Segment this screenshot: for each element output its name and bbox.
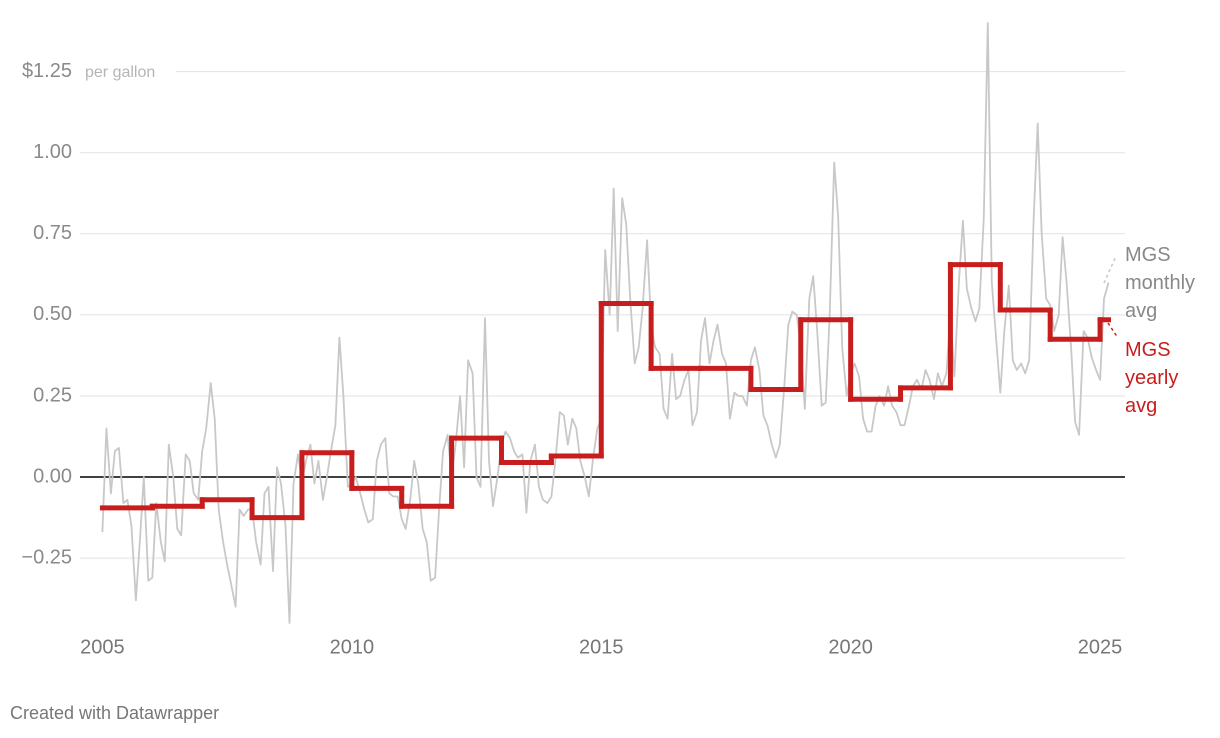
y-tick-label: 0.25 xyxy=(33,384,72,406)
legend-connector xyxy=(1103,255,1117,284)
x-tick-label: 2005 xyxy=(80,636,125,658)
legend-connector xyxy=(1107,322,1119,339)
annotation-bg xyxy=(78,59,176,84)
y-tick-label: $1.25 xyxy=(22,60,72,82)
y-tick-label: −0.25 xyxy=(21,546,72,568)
y-tick-label: 1.00 xyxy=(33,141,72,163)
y-tick-label: 0.75 xyxy=(33,222,72,244)
monthly-line xyxy=(101,22,1110,624)
unit-annotation: per gallon xyxy=(85,64,155,81)
legend-label: MGS yearly avg xyxy=(1125,339,1179,417)
x-tick-label: 2015 xyxy=(579,636,624,658)
x-tick-label: 2025 xyxy=(1078,636,1123,658)
legend-label: MGS monthly avg xyxy=(1125,244,1196,322)
y-tick-label: 0.00 xyxy=(33,465,72,487)
credit: Created with Datawrapper xyxy=(10,703,220,723)
x-tick-label: 2010 xyxy=(330,636,375,658)
x-tick-label: 2020 xyxy=(828,636,873,658)
y-tick-label: 0.50 xyxy=(33,303,72,325)
